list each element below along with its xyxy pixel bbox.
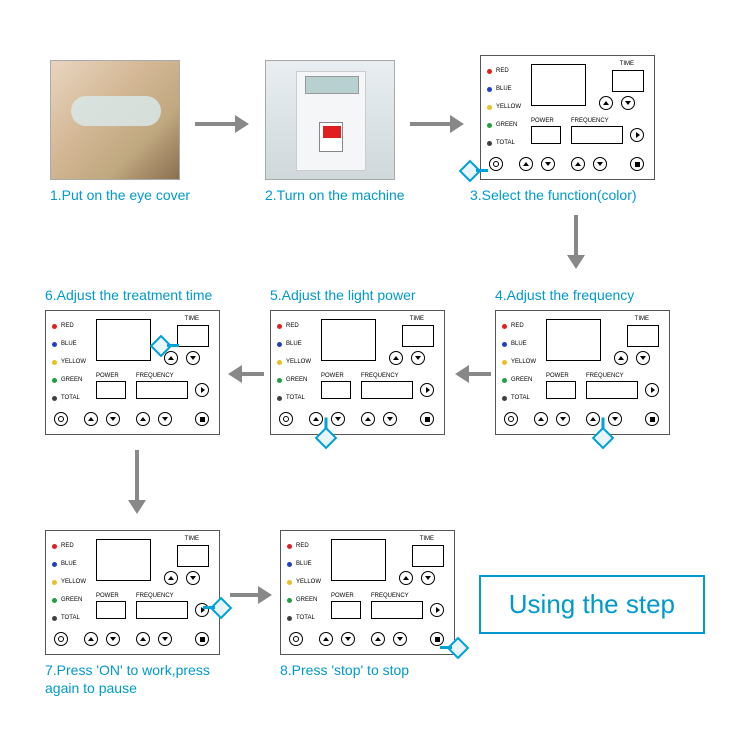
control-panel: REDBLUEYELLOWGREENTOTAL TIME POWER FREQU… [270,310,445,435]
freq-display [571,126,623,144]
caption-7: 7.Press 'ON' to work,press again to paus… [45,661,235,697]
dot-yellow-icon [487,105,492,110]
pointer-icon [153,338,169,354]
control-panel: REDBLUEYELLOWGREENTOTAL TIME POWER FREQU… [495,310,670,435]
arrow-down-icon [567,215,585,269]
time-display [612,70,644,92]
play-button[interactable] [630,128,644,142]
pointer-icon [595,430,611,446]
step-8: REDBLUEYELLOWGREENTOTAL TIME POWER FREQU… [280,530,455,679]
caption-8: 8.Press 'stop' to stop [280,661,455,679]
main-display [531,64,586,106]
dot-total-icon [487,141,492,146]
step-5: 5.Adjust the light power REDBLUEYELLOWGR… [270,280,445,435]
power-down-button[interactable] [541,157,555,171]
title-box: Using the step [479,575,705,634]
caption-6: 6.Adjust the treatment time [45,286,220,304]
dot-blue-icon [487,87,492,92]
label-yellow: YELLOW [496,104,521,110]
freq-label: FREQUENCY [571,118,609,124]
label-blue: BLUE [496,86,512,92]
control-panel: RED BLUE YELLOW GREEN TOTAL TIME POWER F… [480,55,655,180]
arrow-right-icon [195,115,249,133]
caption-5: 5.Adjust the light power [270,286,445,304]
photo-eye-cover [50,60,180,180]
arrow-right-icon [410,115,464,133]
step-2: 2.Turn on the machine [265,60,405,204]
select-button[interactable] [489,157,503,171]
freq-up-button[interactable] [571,157,585,171]
time-down-button[interactable] [621,96,635,110]
eye-mask-icon [71,96,161,126]
step-6: 6.Adjust the treatment time REDBLUEYELLO… [45,280,220,435]
control-panel: REDBLUEYELLOWGREENTOTAL TIME POWER FREQU… [45,310,220,435]
arrow-down-icon [128,450,146,514]
pointer-icon [213,600,229,616]
machine-display-icon [305,76,359,94]
control-panel: REDBLUEYELLOWGREENTOTAL TIME POWER FREQU… [280,530,455,655]
pointer-icon [462,163,478,179]
step-1: 1.Put on the eye cover [50,60,190,204]
label-red: RED [496,68,509,74]
step-7: REDBLUEYELLOWGREENTOTAL TIME POWER FREQU… [45,530,235,697]
power-label: POWER [531,118,554,124]
photo-machine [265,60,395,180]
power-switch-icon [319,122,343,152]
time-label: TIME [620,61,634,67]
pointer-icon [318,430,334,446]
stop-button[interactable] [630,157,644,171]
time-up-button[interactable] [599,96,613,110]
arrow-left-icon [455,365,491,383]
arrow-left-icon [228,365,264,383]
caption-1: 1.Put on the eye cover [50,186,190,204]
freq-down-button[interactable] [593,157,607,171]
label-green: GREEN [496,122,517,128]
dot-red-icon [487,69,492,74]
arrow-right-icon [230,586,272,604]
color-list: RED BLUE YELLOW GREEN TOTAL [487,66,521,156]
step-4: 4.Adjust the frequency REDBLUEYELLOWGREE… [495,280,670,435]
power-up-button[interactable] [519,157,533,171]
caption-4: 4.Adjust the frequency [495,286,670,304]
pointer-icon [450,640,466,656]
label-total: TOTAL [496,140,515,146]
control-panel: REDBLUEYELLOWGREENTOTAL TIME POWER FREQU… [45,530,220,655]
caption-2: 2.Turn on the machine [265,186,405,204]
step-3: RED BLUE YELLOW GREEN TOTAL TIME POWER F… [480,55,655,204]
dot-green-icon [487,123,492,128]
caption-3: 3.Select the function(color) [470,186,655,204]
power-display [531,126,561,144]
